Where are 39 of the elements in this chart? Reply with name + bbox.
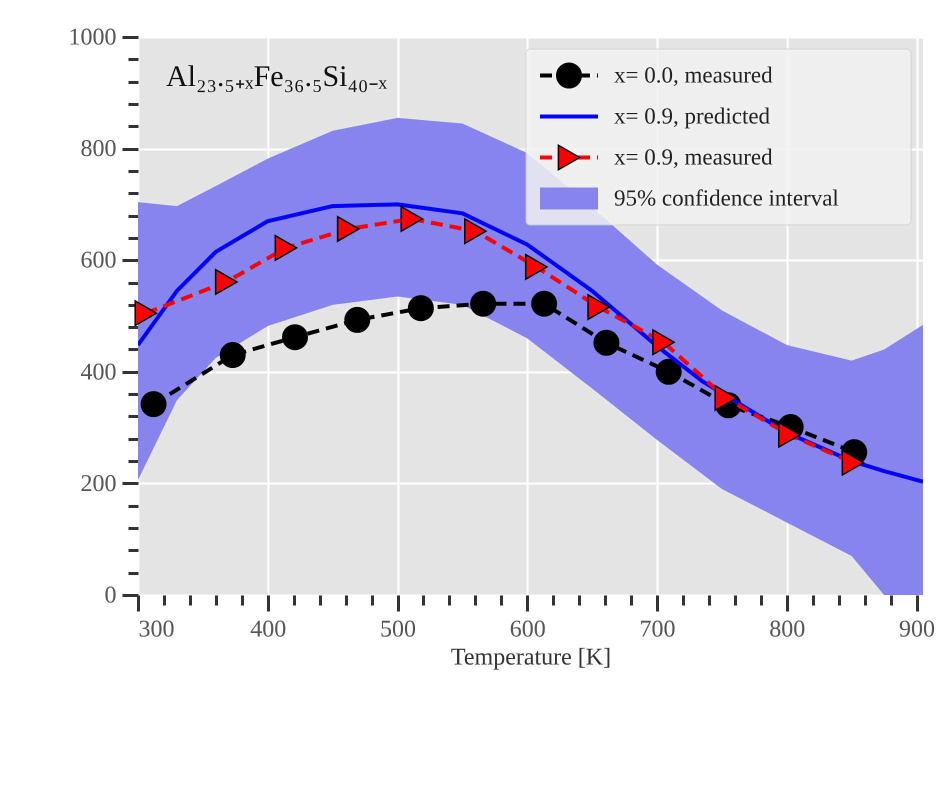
x-tick-label: 700: [640, 616, 676, 642]
point: [531, 290, 558, 317]
annotation: Al₂₃.₅₊ₓFe₃₆.₅Si₄₀₋ₓ: [166, 60, 388, 93]
point: [842, 450, 864, 476]
legend-label: x= 0.9, measured: [614, 144, 774, 170]
legend-label: 95% confidence interval: [614, 186, 839, 210]
point: [464, 218, 487, 244]
point: [714, 385, 738, 412]
point: [274, 234, 298, 261]
y-tick-label: 600: [80, 248, 116, 274]
point: [214, 268, 238, 295]
point: [408, 295, 434, 322]
point: [140, 391, 167, 418]
point: [134, 300, 158, 326]
point: [652, 329, 675, 356]
point: [344, 306, 370, 333]
y-tick-label: 0: [104, 582, 116, 608]
legend-label: x= 0.9, predicted: [614, 104, 771, 128]
point: [470, 290, 496, 317]
x-tick-label: 800: [769, 616, 806, 642]
point: [220, 342, 246, 368]
y-tick-label: 1000: [68, 24, 116, 50]
point: [524, 254, 548, 280]
point: [587, 294, 610, 320]
y-tick-label: 200: [80, 470, 116, 497]
point: [336, 216, 360, 242]
point: [400, 206, 424, 232]
x-tick-label: 300: [138, 616, 174, 642]
point: [282, 324, 308, 350]
y-tick-label: 400: [80, 359, 116, 386]
point: [656, 358, 682, 385]
x-tick-label: 500: [380, 616, 416, 642]
legend-label: x= 0.0, measured: [614, 62, 774, 88]
y-tick-label: 800: [80, 136, 116, 162]
x-tick-label: 400: [250, 616, 286, 642]
x-tick-label: 600: [510, 616, 546, 642]
x-axis-title: Temperature [K]: [450, 644, 612, 670]
point: [593, 330, 620, 356]
x-tick-label: 900: [899, 616, 936, 642]
